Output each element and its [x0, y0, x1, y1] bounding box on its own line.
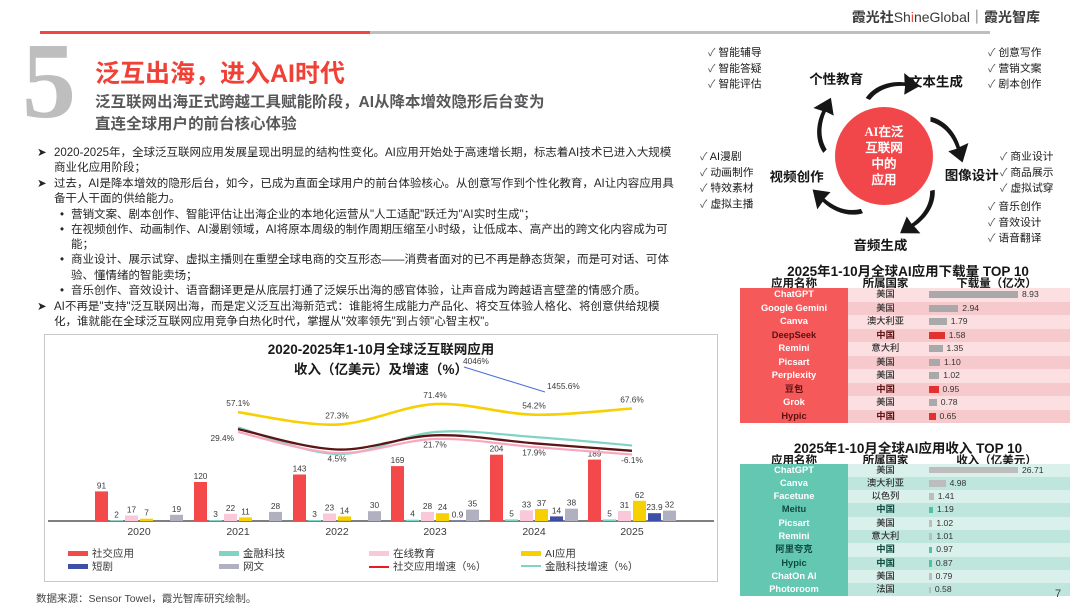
svg-text:23: 23 — [325, 503, 335, 513]
svg-text:29.4%: 29.4% — [210, 433, 234, 443]
svg-text:7: 7 — [144, 508, 149, 518]
svg-text:23.9: 23.9 — [646, 502, 663, 512]
svg-text:30: 30 — [370, 500, 380, 510]
svg-text:个性教育: 个性教育 — [809, 72, 863, 87]
svg-text:✓ 商品展示: ✓ 商品展示 — [1000, 166, 1054, 179]
svg-text:应用: 应用 — [871, 172, 896, 187]
svg-text:33: 33 — [522, 499, 532, 509]
svg-text:4.5%: 4.5% — [328, 454, 348, 464]
svg-text:互联网: 互联网 — [865, 141, 903, 155]
svg-text:38: 38 — [567, 498, 577, 508]
svg-text:189: 189 — [588, 449, 602, 459]
svg-text:2: 2 — [114, 509, 119, 519]
svg-text:169: 169 — [391, 455, 405, 465]
svg-text:3: 3 — [312, 509, 317, 519]
svg-text:5: 5 — [607, 508, 612, 518]
svg-text:62: 62 — [635, 490, 645, 500]
svg-text:21.7%: 21.7% — [423, 439, 447, 449]
svg-text:28: 28 — [271, 501, 281, 511]
svg-text:图像设计: 图像设计 — [945, 168, 999, 183]
svg-text:✓ 商业设计: ✓ 商业设计 — [1000, 150, 1054, 163]
svg-text:31: 31 — [620, 500, 630, 510]
svg-text:✓ 剧本创作: ✓ 剧本创作 — [988, 78, 1042, 91]
svg-text:3: 3 — [213, 509, 218, 519]
svg-text:2025: 2025 — [620, 526, 644, 538]
svg-text:67.6%: 67.6% — [620, 395, 644, 405]
svg-text:✓ 特效素材: ✓ 特效素材 — [700, 183, 754, 195]
svg-text:✓ 智能评估: ✓ 智能评估 — [708, 78, 762, 91]
svg-text:-6.1%: -6.1% — [621, 455, 643, 465]
svg-text:54.2%: 54.2% — [522, 401, 546, 411]
svg-text:19: 19 — [172, 504, 182, 514]
svg-text:11: 11 — [241, 506, 250, 516]
svg-text:17: 17 — [127, 505, 137, 515]
svg-text:120: 120 — [194, 471, 208, 481]
svg-text:✓ 语音翻译: ✓ 语音翻译 — [988, 232, 1042, 245]
svg-text:✓ 创意写作: ✓ 创意写作 — [988, 46, 1042, 59]
svg-text:14: 14 — [552, 505, 562, 515]
svg-text:AI在泛: AI在泛 — [865, 124, 904, 139]
svg-text:71.4%: 71.4% — [423, 390, 447, 400]
svg-text:✓ 智能答疑: ✓ 智能答疑 — [708, 62, 762, 75]
svg-text:5: 5 — [509, 508, 514, 518]
svg-text:27.3%: 27.3% — [325, 411, 349, 421]
svg-text:57.1%: 57.1% — [226, 398, 250, 408]
svg-text:视频创作: 视频创作 — [770, 170, 824, 185]
svg-text:91: 91 — [97, 480, 107, 490]
svg-text:2021: 2021 — [226, 526, 250, 538]
svg-text:2023: 2023 — [423, 526, 447, 538]
svg-text:17.9%: 17.9% — [522, 447, 546, 457]
svg-text:143: 143 — [293, 464, 307, 474]
svg-text:37: 37 — [537, 498, 547, 508]
svg-text:✓ 音效设计: ✓ 音效设计 — [988, 216, 1042, 229]
svg-text:28: 28 — [423, 501, 433, 511]
svg-text:✓ 音乐创作: ✓ 音乐创作 — [988, 200, 1042, 213]
svg-text:✓ 虚拟主播: ✓ 虚拟主播 — [700, 197, 754, 210]
svg-text:32: 32 — [665, 500, 675, 510]
svg-text:中的: 中的 — [871, 156, 896, 171]
svg-text:音频生成: 音频生成 — [853, 238, 907, 253]
svg-text:0.9: 0.9 — [452, 510, 464, 520]
svg-text:2020: 2020 — [127, 526, 151, 538]
svg-text:✓ 动画制作: ✓ 动画制作 — [700, 166, 754, 179]
svg-text:35: 35 — [468, 499, 478, 509]
svg-text:24: 24 — [438, 502, 448, 512]
svg-text:2024: 2024 — [522, 526, 546, 538]
svg-text:2022: 2022 — [325, 526, 349, 538]
svg-text:✓ 营销文案: ✓ 营销文案 — [988, 62, 1042, 75]
svg-text:✓ 智能辅导: ✓ 智能辅导 — [708, 46, 762, 59]
svg-text:204: 204 — [490, 444, 504, 454]
svg-text:22: 22 — [226, 503, 236, 513]
svg-text:✓ AI漫剧: ✓ AI漫剧 — [700, 150, 742, 163]
svg-text:14: 14 — [340, 505, 350, 515]
svg-text:4: 4 — [410, 509, 415, 519]
svg-text:✓ 虚拟试穿: ✓ 虚拟试穿 — [1000, 182, 1054, 195]
